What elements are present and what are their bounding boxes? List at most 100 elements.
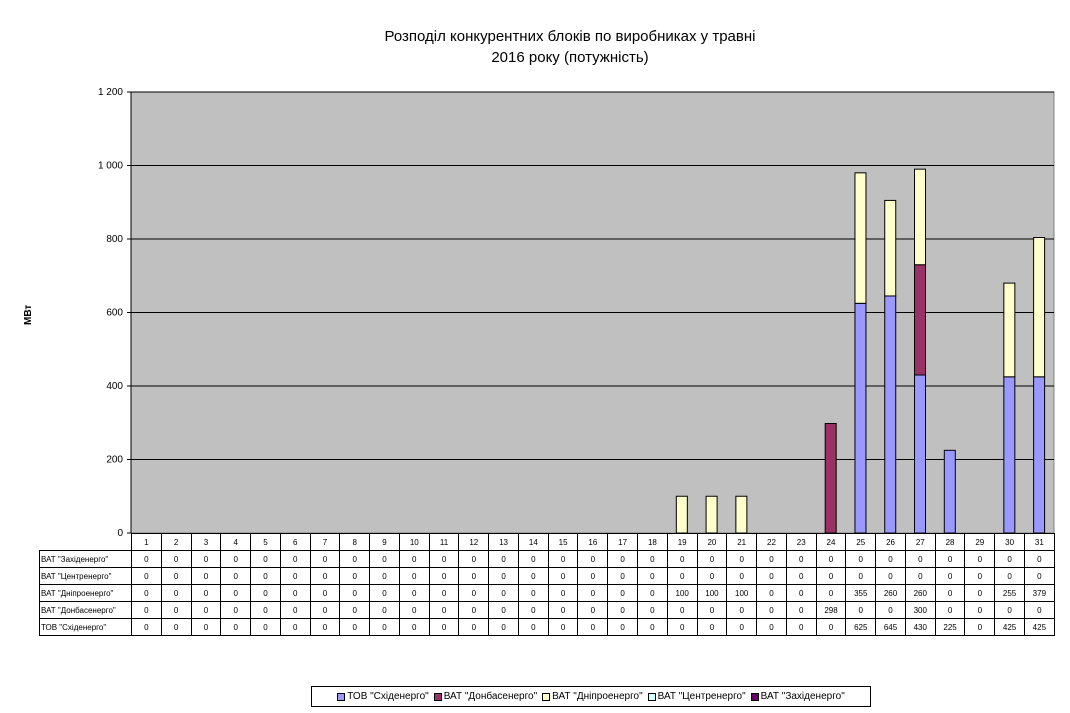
- table-cell: 0: [726, 567, 758, 585]
- table-cell: 0: [785, 584, 817, 602]
- table-cell: 0: [160, 584, 192, 602]
- table-cell: 0: [875, 567, 906, 585]
- x-tick-label: 14: [517, 533, 549, 551]
- table-cell: 0: [696, 567, 728, 585]
- bar-segment: [914, 168, 927, 266]
- table-cell: 298: [815, 601, 847, 619]
- table-cell: 0: [279, 567, 311, 585]
- bar-segment: [854, 172, 867, 304]
- table-row-label: ТОВ "Східенерго": [39, 618, 132, 636]
- table-cell: 0: [398, 550, 430, 568]
- table-cell: 260: [875, 584, 906, 602]
- x-tick-label: 23: [785, 533, 817, 551]
- table-cell: 0: [309, 584, 341, 602]
- table-cell: 0: [637, 618, 668, 636]
- x-tick-label: 25: [845, 533, 877, 551]
- table-cell: 0: [220, 618, 252, 636]
- table-cell: 0: [637, 601, 668, 619]
- table-cell: 0: [577, 550, 609, 568]
- y-tick-label: 600: [106, 308, 123, 319]
- table-cell: 0: [875, 550, 906, 568]
- chart-title-line-1: Розподіл конкурентних блоків по виробник…: [384, 28, 756, 45]
- table-cell: 0: [309, 601, 341, 619]
- table-cell: 0: [428, 550, 460, 568]
- table-cell: 0: [458, 601, 490, 619]
- table-cell: 0: [517, 584, 549, 602]
- table-cell: 0: [339, 618, 371, 636]
- chart-legend: ТОВ "Східенерго" ВАТ "Донбасенерго" ВАТ "Д…: [311, 686, 871, 707]
- table-cell: 0: [369, 601, 400, 619]
- table-cell: 645: [875, 618, 906, 636]
- bar-segment: [884, 199, 897, 297]
- table-cell: 0: [131, 601, 162, 619]
- table-cell: 0: [517, 601, 549, 619]
- table-cell: 0: [637, 584, 668, 602]
- table-cell: 0: [815, 584, 847, 602]
- table-cell: 0: [279, 601, 311, 619]
- table-cell: 0: [666, 601, 698, 619]
- table-cell: 0: [488, 550, 519, 568]
- x-tick-label: 18: [637, 533, 668, 551]
- table-cell: 0: [131, 550, 162, 568]
- x-tick-label: 2: [160, 533, 192, 551]
- table-cell: 0: [845, 601, 877, 619]
- bar-segment: [943, 449, 956, 534]
- table-cell: 0: [756, 618, 787, 636]
- table-cell: 0: [250, 567, 281, 585]
- legend-swatch: [750, 692, 759, 701]
- table-cell: 0: [696, 601, 728, 619]
- legend-item: ВАТ "Дніпроенерго": [542, 691, 643, 702]
- bar-segment: [675, 495, 688, 534]
- table-cell: 100: [726, 584, 758, 602]
- table-cell: 0: [488, 584, 519, 602]
- table-cell: 0: [488, 601, 519, 619]
- table-cell: 0: [250, 618, 281, 636]
- table-cell: 0: [369, 618, 400, 636]
- table-cell: 0: [994, 550, 1025, 568]
- table-cell: 0: [190, 550, 222, 568]
- legend-swatch: [647, 692, 656, 701]
- chart-title: Розподіл конкурентних блоків по виробник…: [0, 26, 1070, 68]
- table-cell: 0: [577, 567, 609, 585]
- table-cell: 0: [279, 584, 311, 602]
- table-cell: 0: [637, 567, 668, 585]
- table-cell: 0: [904, 567, 936, 585]
- table-cell: 0: [220, 601, 252, 619]
- table-cell: 379: [1023, 584, 1055, 602]
- table-cell: 0: [1023, 601, 1055, 619]
- table-cell: 0: [607, 550, 639, 568]
- bar-segment: [1033, 376, 1046, 534]
- table-cell: 0: [131, 584, 162, 602]
- table-cell: 0: [250, 601, 281, 619]
- table-cell: 0: [607, 601, 639, 619]
- table-corner: [39, 533, 132, 551]
- y-tick-label: 800: [106, 234, 123, 245]
- table-cell: 0: [607, 584, 639, 602]
- table-cell: 0: [607, 567, 639, 585]
- table-cell: 0: [309, 567, 341, 585]
- legend-label: ВАТ "Центренерго": [657, 691, 746, 702]
- x-tick-label: 27: [904, 533, 936, 551]
- table-cell: 0: [964, 567, 996, 585]
- table-cell: 0: [190, 567, 222, 585]
- table-cell: 0: [756, 601, 787, 619]
- x-tick-label: 13: [488, 533, 519, 551]
- table-cell: 255: [994, 584, 1025, 602]
- table-cell: 0: [517, 618, 549, 636]
- table-cell: 625: [845, 618, 877, 636]
- table-cell: 0: [547, 584, 579, 602]
- table-cell: 0: [458, 618, 490, 636]
- table-cell: 0: [250, 550, 281, 568]
- table-cell: 0: [428, 618, 460, 636]
- table-cell: 0: [785, 601, 817, 619]
- bar-segment: [1003, 376, 1016, 534]
- x-tick-label: 29: [964, 533, 996, 551]
- x-tick-label: 17: [607, 533, 639, 551]
- data-table: 1 2 3 4 5 6 7 8 9 10 11 12 13 14 15 16 17 18 19 20 21 22 23 24 2…: [39, 533, 1055, 636]
- table-cell: 0: [964, 618, 996, 636]
- table-row: ВАТ "Донбасенерго" 0 0 0 0 0 0 0 0 0 0 0 0 0 0 0 0 0 0 0 0 0 0…: [39, 601, 1055, 619]
- x-tick-label: 24: [815, 533, 847, 551]
- bar-segment: [824, 422, 837, 534]
- table-cell: 0: [160, 550, 192, 568]
- y-tick-label: 200: [106, 455, 123, 466]
